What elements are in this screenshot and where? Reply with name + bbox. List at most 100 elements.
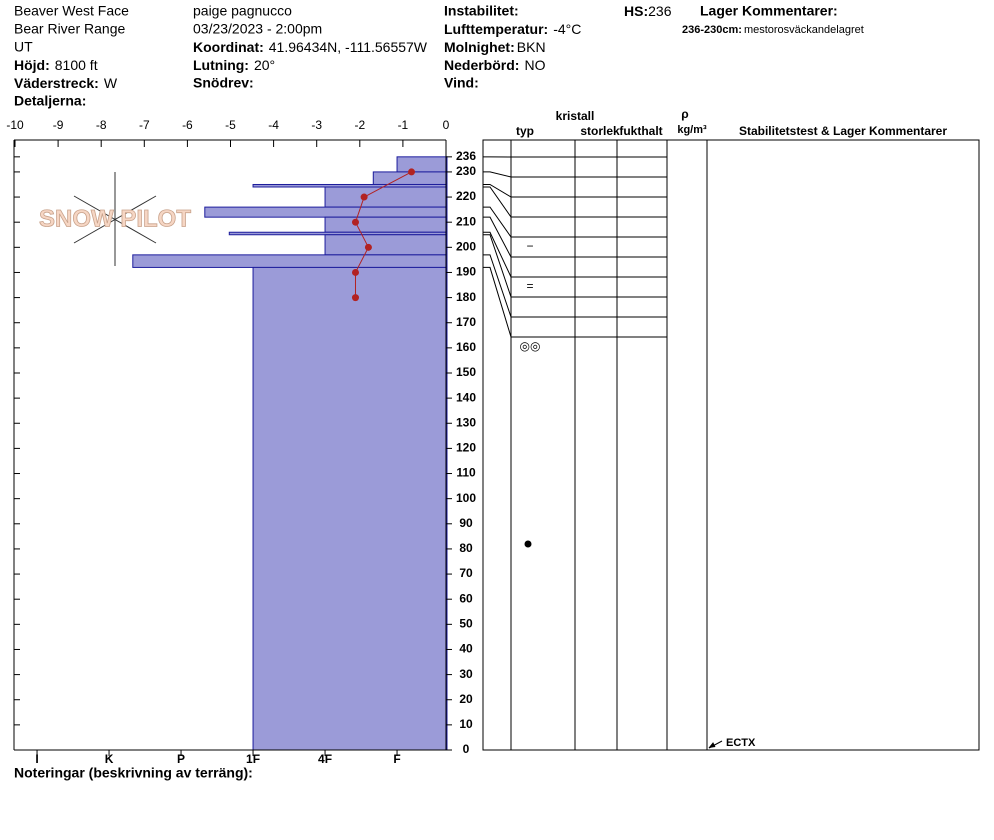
- x-tick-label: -7: [139, 118, 150, 132]
- x-tick-label: -3: [311, 118, 322, 132]
- hardness-bar: [324, 234, 448, 256]
- col-header: storlek: [580, 124, 620, 138]
- value: 8100 ft: [55, 57, 98, 73]
- range: Bear River Range: [14, 21, 125, 37]
- y-tick-label: 180: [456, 290, 476, 304]
- label: Nederbörd:: [444, 57, 519, 73]
- right-panel: kristall typ storlek fukthalt ρ kg/m³ St…: [482, 107, 980, 751]
- value: mestorosväckandelagret: [744, 24, 864, 36]
- datetime: 03/23/2023 - 2:00pm: [193, 21, 322, 37]
- y-tick-label: 200: [456, 239, 476, 253]
- y-tick-label: 80: [459, 541, 473, 555]
- hardness-label: P: [177, 752, 185, 766]
- col-header: Stabilitetstest & Lager Kommentarer: [739, 124, 947, 138]
- location: Beaver West Face: [14, 3, 129, 19]
- col-header: ρ: [681, 107, 688, 121]
- layer-connector: [483, 254, 667, 318]
- air-temp: Lufttemperatur: -4°C: [444, 21, 581, 37]
- col-header: kristall: [556, 109, 595, 123]
- hs: HS:236: [624, 3, 672, 19]
- temperature-point: [351, 218, 359, 226]
- col-header: fukthalt: [619, 124, 662, 138]
- y-tick-label: 140: [456, 390, 476, 404]
- value: W: [104, 75, 118, 91]
- watermark-text: SNOW PILOT: [39, 205, 191, 232]
- observer: paige pagnucco: [193, 3, 292, 19]
- y-tick-label: 210: [456, 214, 476, 228]
- hardness-bar: [396, 156, 448, 173]
- slope: Lutning: 20°: [193, 57, 275, 73]
- layer-comments-title: Lager Kommentarer:: [700, 3, 838, 19]
- state: UT: [14, 39, 33, 55]
- symbol-dot: [524, 540, 532, 548]
- y-tick-label: 90: [459, 516, 473, 530]
- x-tick-label: -5: [225, 118, 236, 132]
- hardness-label: F: [393, 752, 400, 766]
- y-tick-label: 120: [456, 441, 476, 455]
- instability: Instabilitet:: [444, 3, 519, 19]
- hardness-bar: [324, 186, 448, 208]
- layer-connector: [483, 206, 667, 238]
- x-tick-label: 0: [443, 118, 450, 132]
- value: 20°: [254, 57, 275, 73]
- label: Höjd:: [14, 57, 50, 73]
- y-tick-label: 130: [456, 415, 476, 429]
- y-tick-label: 50: [459, 617, 473, 631]
- grain-symbol: =: [526, 279, 533, 293]
- hardness-label: 1F: [246, 752, 260, 766]
- y-tick-label: 60: [459, 591, 473, 605]
- layer-comment: 236-230cm: mestorosväckandelagret: [682, 24, 864, 36]
- value: NO: [524, 57, 545, 73]
- hardness-label: K: [105, 752, 114, 766]
- value: BKN: [517, 39, 546, 55]
- label: Koordinat:: [193, 39, 264, 55]
- y-tick-label: 170: [456, 315, 476, 329]
- hardness-bar: [324, 216, 448, 233]
- temperature-point: [351, 268, 359, 276]
- precip: Nederbörd: NO: [444, 57, 546, 73]
- y-tick-label: 100: [456, 491, 476, 505]
- grain-symbol: −: [526, 239, 533, 253]
- value: -4°C: [553, 21, 581, 37]
- coordinates: Koordinat: 41.96434N, -111.56557W: [193, 39, 428, 55]
- hardness-bar: [132, 254, 448, 268]
- panel-frame: [482, 139, 980, 751]
- x-tick-label: -4: [268, 118, 279, 132]
- x-tick-label: -1: [398, 118, 409, 132]
- temperature-point: [364, 243, 372, 251]
- y-tick-label: 150: [456, 365, 476, 379]
- sky: Molnighet: BKN: [444, 39, 546, 55]
- value: 41.96434N, -111.56557W: [269, 39, 428, 55]
- x-tick-label: -9: [53, 118, 64, 132]
- label: HS:: [624, 3, 648, 19]
- temperature-point: [351, 294, 359, 302]
- y-tick-label: 10: [459, 717, 473, 731]
- layer-connector: [483, 231, 667, 278]
- x-tick-label: -8: [96, 118, 107, 132]
- watermark: [73, 172, 157, 266]
- layer-connector: [483, 266, 667, 338]
- y-tick-label: 30: [459, 667, 473, 681]
- flake: [73, 195, 157, 244]
- y-tick-label: 190: [456, 265, 476, 279]
- hardness-bar: [252, 266, 448, 751]
- hardness-bar: [204, 206, 448, 218]
- hardness-label: I: [35, 752, 38, 766]
- y-tick-label: 110: [456, 466, 476, 480]
- temperature-point: [408, 168, 416, 176]
- layer-connector: [483, 216, 667, 258]
- layer-connector: [483, 234, 667, 298]
- col-header: typ: [516, 124, 534, 138]
- y-tick-label: 160: [456, 340, 476, 354]
- elevation: Höjd: 8100 ft: [14, 57, 98, 73]
- header: Beaver West Face Bear River Range UT Höj…: [14, 3, 864, 109]
- details: Detaljerna:: [14, 93, 86, 109]
- layer-connector: [483, 183, 667, 198]
- y-tick-label: 70: [459, 566, 473, 580]
- temperature-line: [354, 171, 412, 298]
- stability-test-label: ECTX: [726, 737, 756, 749]
- label: Lutning:: [193, 57, 249, 73]
- y-tick-label: 20: [459, 692, 473, 706]
- aspect: Väderstreck: W: [14, 75, 118, 91]
